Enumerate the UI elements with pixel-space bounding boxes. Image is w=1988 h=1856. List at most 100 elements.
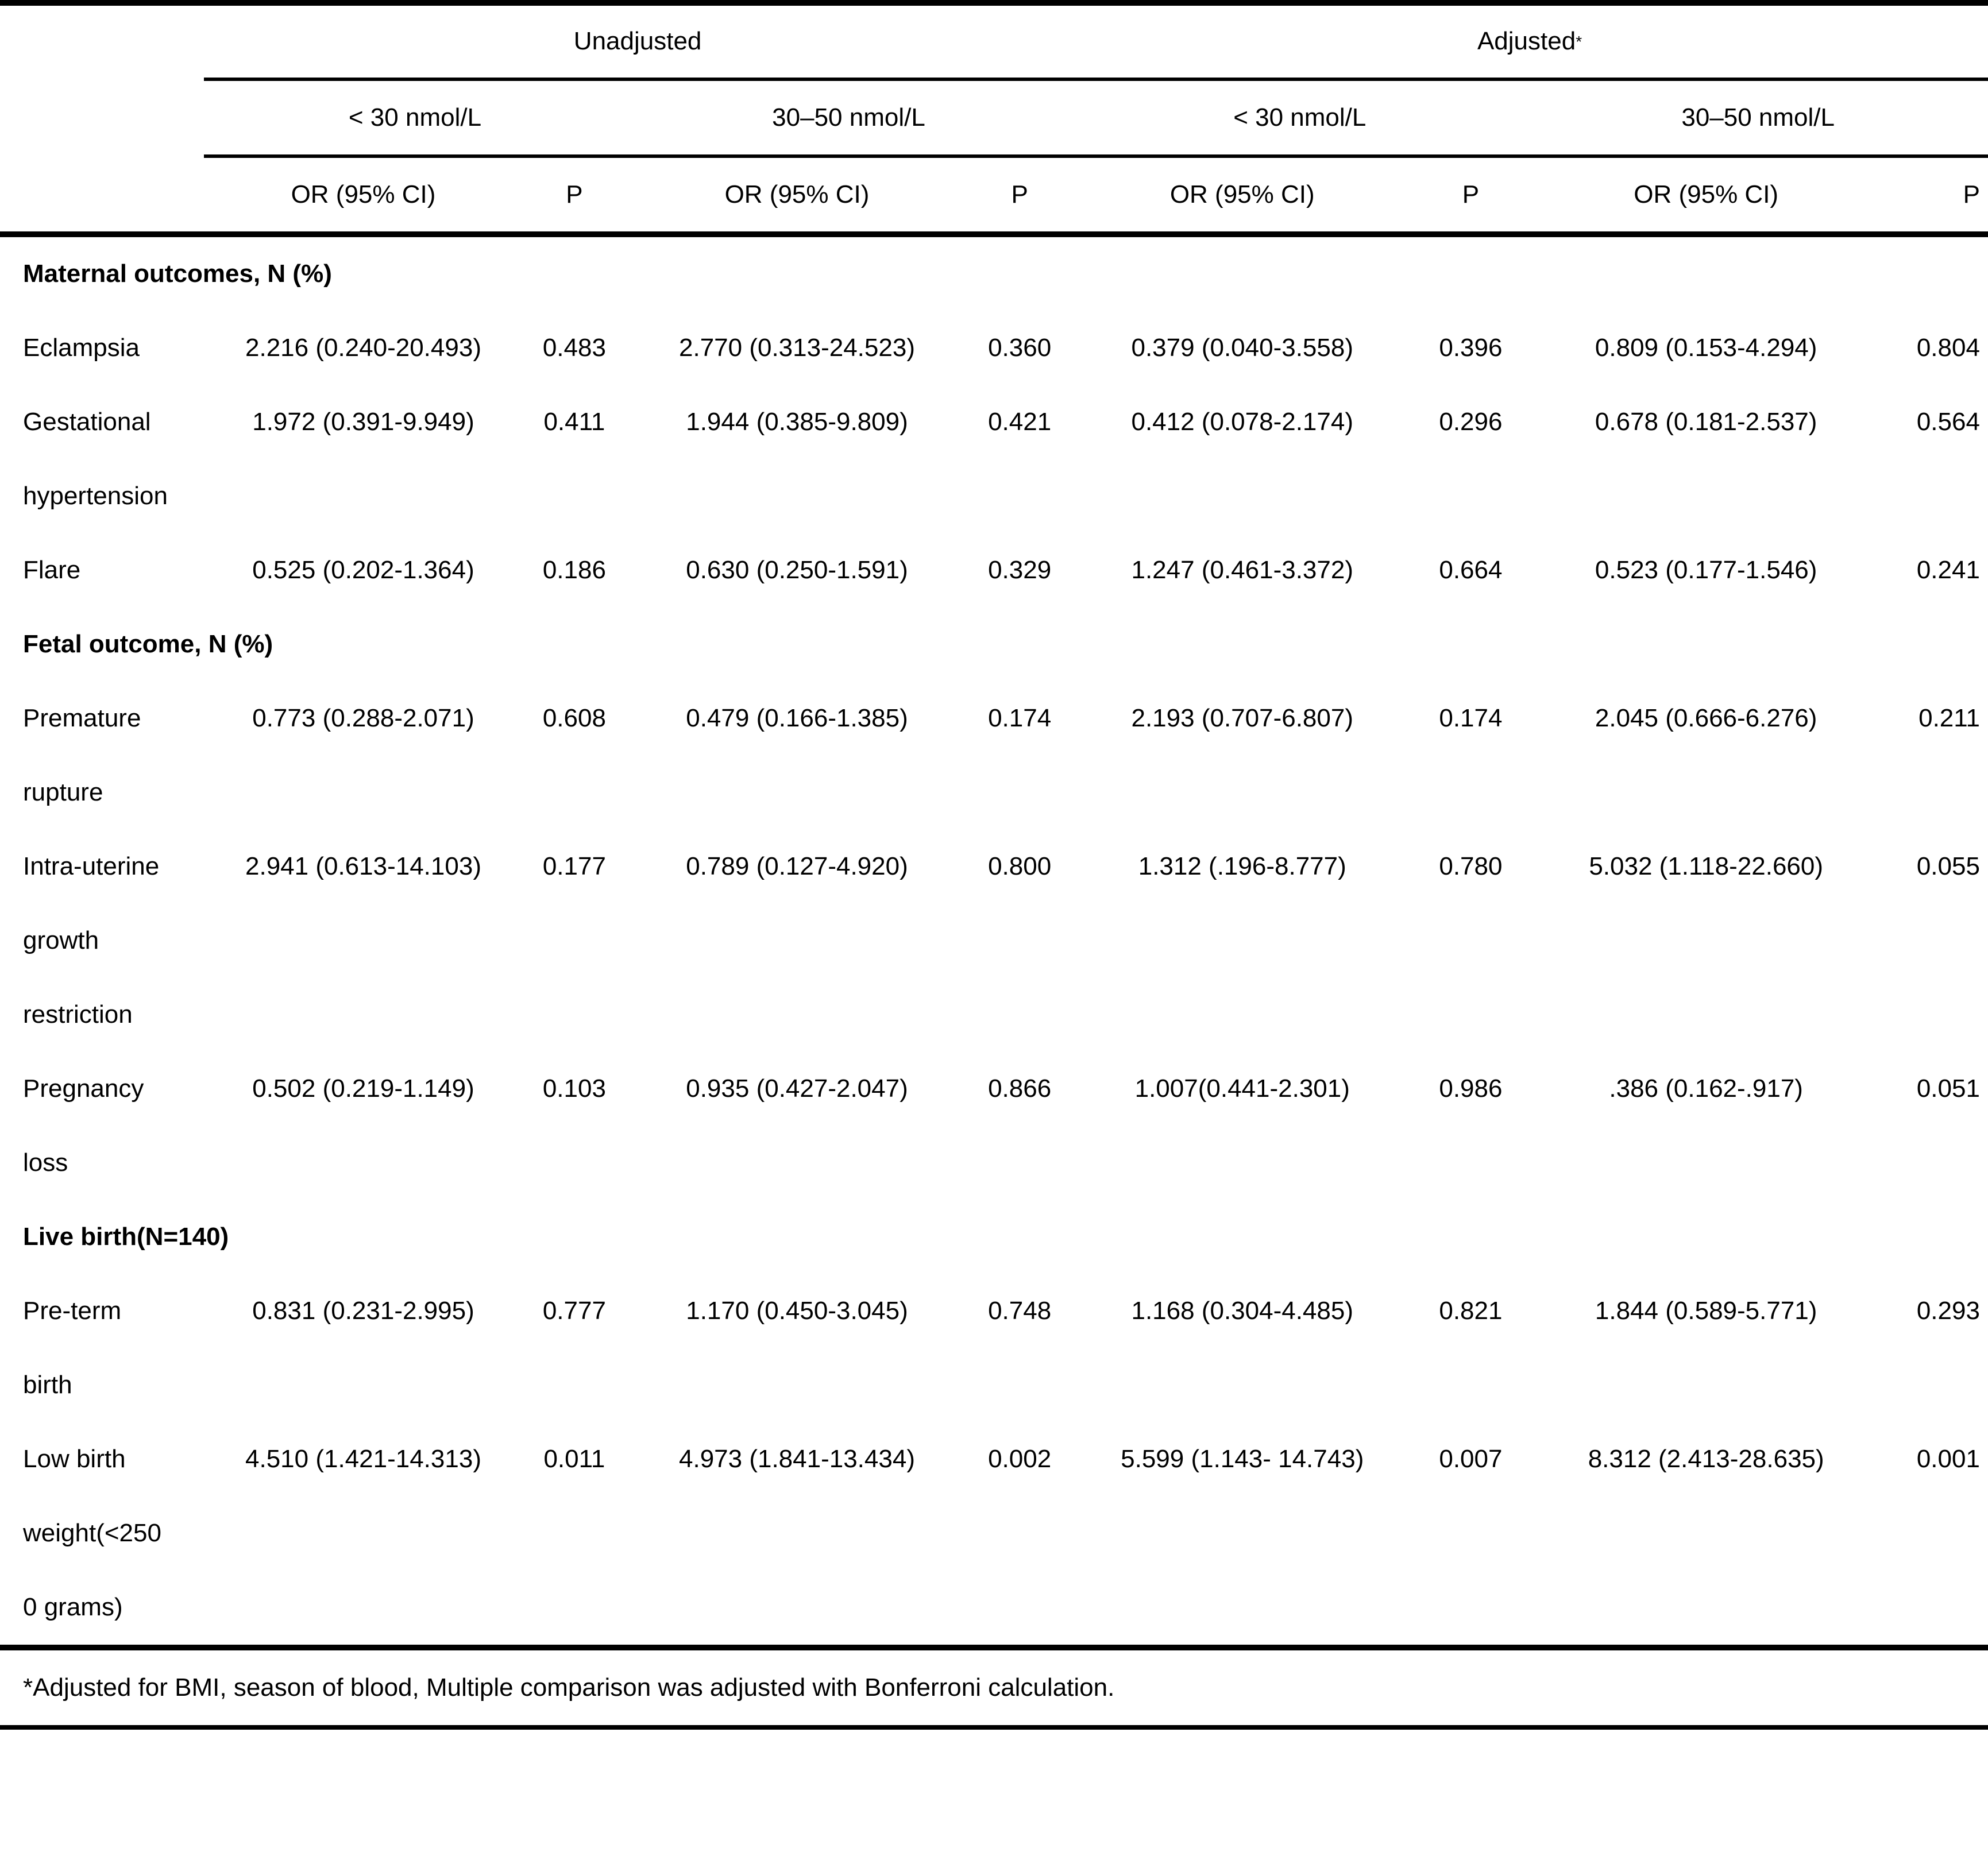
footnote-bottom-rule bbox=[0, 1725, 1988, 1730]
p-value: 0.564 bbox=[1916, 408, 1980, 436]
row-label-continuation: birth bbox=[23, 1371, 72, 1399]
column-header-p-3: P bbox=[1462, 180, 1480, 208]
p-value: 0.293 bbox=[1916, 1297, 1980, 1325]
header-divider-1 bbox=[0, 78, 1988, 81]
or-value: 0.379 (0.040-3.558) bbox=[1131, 334, 1353, 362]
header-subgroup-row: < 30 nmol/L 30–50 nmol/L < 30 nmol/L 30–… bbox=[0, 81, 1988, 154]
or-value: 1.844 (0.589-5.771) bbox=[1595, 1297, 1817, 1325]
p-value: 0.421 bbox=[988, 408, 1052, 436]
header-columns-row: OR (95% CI) P OR (95% CI) P OR (95% CI) … bbox=[0, 158, 1988, 231]
column-header-or-3: OR (95% CI) bbox=[1169, 180, 1315, 208]
or-value: 4.973 (1.841-13.434) bbox=[679, 1445, 915, 1474]
p-value: 0.804 bbox=[1916, 334, 1980, 362]
section-row: Fetal outcome, N (%) bbox=[0, 608, 1988, 682]
table-row-label-continuation: 0 grams) bbox=[0, 1571, 1988, 1645]
p-value: 0.186 bbox=[542, 556, 606, 585]
p-value: 0.055 bbox=[1916, 852, 1980, 881]
table-row-label-continuation: weight(<250 bbox=[0, 1497, 1988, 1571]
p-value: 0.329 bbox=[988, 556, 1052, 585]
section-row: Maternal outcomes, N (%) bbox=[0, 237, 1988, 311]
or-value: .386 (0.162-.917) bbox=[1609, 1074, 1803, 1103]
p-value: 0.051 bbox=[1916, 1074, 1980, 1103]
or-value: 0.630 (0.250-1.591) bbox=[686, 556, 908, 585]
section-title-fetal: Fetal outcome, N (%) bbox=[23, 630, 273, 659]
p-value: 0.777 bbox=[542, 1297, 606, 1325]
table-row-gestational-hypertension: Gestational 1.972 (0.391-9.949) 0.411 1.… bbox=[0, 385, 1988, 459]
subheader-unadj-30-50: 30–50 nmol/L bbox=[772, 103, 925, 132]
header-spacer bbox=[0, 6, 204, 78]
table-bottom-rule bbox=[0, 1645, 1988, 1650]
or-value: 0.502 (0.219-1.149) bbox=[252, 1074, 474, 1103]
or-value: 0.935 (0.427-2.047) bbox=[686, 1074, 908, 1103]
section-title-maternal: Maternal outcomes, N (%) bbox=[23, 260, 332, 288]
header-bottom-rule bbox=[0, 231, 1988, 237]
row-label: Pre-term bbox=[23, 1297, 122, 1325]
table-footnote: *Adjusted for BMI, season of blood, Mult… bbox=[0, 1650, 1988, 1725]
p-value: 0.411 bbox=[543, 408, 605, 436]
or-value: 1.944 (0.385-9.809) bbox=[686, 408, 908, 436]
or-value: 5.599 (1.143- 14.743) bbox=[1121, 1445, 1364, 1474]
table-row-label-continuation: birth bbox=[0, 1348, 1988, 1422]
p-value: 0.780 bbox=[1439, 852, 1503, 881]
or-value: 2.045 (0.666-6.276) bbox=[1595, 704, 1817, 733]
header-divider-2 bbox=[0, 154, 1988, 158]
p-value: 0.296 bbox=[1439, 408, 1503, 436]
p-value: 0.211 bbox=[1918, 704, 1980, 733]
or-value: 1.972 (0.391-9.949) bbox=[252, 408, 474, 436]
or-value: 0.678 (0.181-2.537) bbox=[1595, 408, 1817, 436]
row-label-continuation: loss bbox=[23, 1149, 68, 1177]
p-value: 0.748 bbox=[988, 1297, 1052, 1325]
or-value: 2.770 (0.313-24.523) bbox=[679, 334, 915, 362]
table-row-eclampsia: Eclampsia 2.216 (0.240-20.493) 0.483 2.7… bbox=[0, 311, 1988, 385]
group-header-adjusted-label: Adjusted bbox=[1477, 27, 1576, 56]
subheader-unadj-lt30: < 30 nmol/L bbox=[348, 103, 482, 132]
or-value: 1.170 (0.450-3.045) bbox=[686, 1297, 908, 1325]
or-value: 2.193 (0.707-6.807) bbox=[1131, 704, 1353, 733]
row-label: Gestational bbox=[23, 408, 151, 436]
table-row-label-continuation: rupture bbox=[0, 756, 1988, 830]
row-label-continuation: weight(<250 bbox=[23, 1519, 161, 1548]
p-value: 0.800 bbox=[988, 852, 1052, 881]
row-label-continuation: rupture bbox=[23, 778, 103, 807]
row-label-continuation: growth bbox=[23, 926, 99, 955]
or-value: 1.168 (0.304-4.485) bbox=[1131, 1297, 1353, 1325]
or-value: 0.523 (0.177-1.546) bbox=[1595, 556, 1817, 585]
header-spacer bbox=[0, 81, 204, 154]
table-row-preterm-birth: Pre-term 0.831 (0.231-2.995) 0.777 1.170… bbox=[0, 1274, 1988, 1348]
column-header-or-4: OR (95% CI) bbox=[1634, 180, 1779, 208]
p-value: 0.664 bbox=[1439, 556, 1503, 585]
group-header-unadjusted: Unadjusted bbox=[204, 6, 1071, 78]
table-row-premature-rupture: Premature 0.773 (0.288-2.071) 0.608 0.47… bbox=[0, 682, 1988, 756]
section-title-live-birth: Live birth(N=140) bbox=[23, 1223, 229, 1251]
p-value: 0.001 bbox=[1916, 1445, 1980, 1474]
table-top-rule bbox=[0, 0, 1988, 6]
p-value: 0.007 bbox=[1439, 1445, 1503, 1474]
or-value: 0.831 (0.231-2.995) bbox=[252, 1297, 474, 1325]
table-row-label-continuation: loss bbox=[0, 1126, 1988, 1200]
or-value: 1.312 (.196-8.777) bbox=[1138, 852, 1346, 881]
row-label: Low birth bbox=[23, 1445, 126, 1474]
table-row-pregnancy-loss: Pregnancy 0.502 (0.219-1.149) 0.103 0.93… bbox=[0, 1052, 1988, 1126]
p-value: 0.241 bbox=[1916, 556, 1980, 585]
or-value: 0.479 (0.166-1.385) bbox=[686, 704, 908, 733]
row-label: Pregnancy bbox=[23, 1074, 144, 1103]
or-value: 0.809 (0.153-4.294) bbox=[1595, 334, 1817, 362]
p-value: 0.011 bbox=[543, 1445, 605, 1474]
p-value: 0.483 bbox=[542, 334, 606, 362]
or-value: 5.032 (1.118-22.660) bbox=[1589, 852, 1824, 881]
column-header-p-1: P bbox=[566, 180, 583, 208]
row-label: Eclampsia bbox=[23, 334, 140, 362]
group-header-adjusted: Adjusted * bbox=[1477, 27, 1582, 56]
p-value: 0.360 bbox=[988, 334, 1052, 362]
or-value: 0.789 (0.127-4.920) bbox=[686, 852, 908, 881]
column-header-or-1: OR (95% CI) bbox=[291, 180, 436, 208]
column-header-p-4: P bbox=[1963, 180, 1980, 208]
p-value: 0.866 bbox=[988, 1074, 1052, 1103]
p-value: 0.986 bbox=[1439, 1074, 1503, 1103]
p-value: 0.174 bbox=[1439, 704, 1503, 733]
group-header-unadjusted-label: Unadjusted bbox=[573, 27, 702, 56]
or-value: 0.412 (0.078-2.174) bbox=[1131, 408, 1353, 436]
or-value: 4.510 (1.421-14.313) bbox=[245, 1445, 481, 1474]
p-value: 0.608 bbox=[542, 704, 606, 733]
